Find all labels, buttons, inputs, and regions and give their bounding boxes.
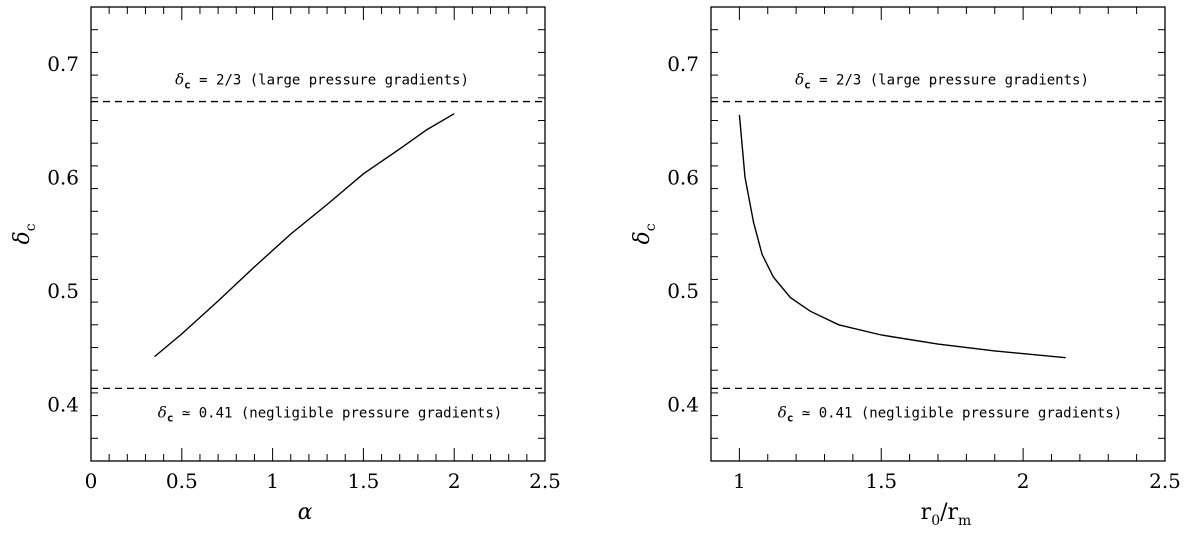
y-tick-label: 0.6: [667, 165, 699, 189]
x-axis-label: α: [298, 500, 313, 525]
x-tick-label: 1.5: [347, 469, 379, 493]
y-tick-label: 0.4: [667, 392, 699, 416]
chart-panel-radius: 1 1.5 2 2.5 0.4 0.5 0.6 0.7 δc = 2/3 (large pres…: [620, 0, 1191, 534]
x-tick-label: 2.5: [1149, 469, 1181, 493]
x-tick-label: 1: [266, 469, 279, 493]
lower-annotation: δc ≃ 0.41 (negligible pressure gradients…: [778, 403, 1122, 424]
x-tick-label: 1: [733, 469, 746, 493]
y-axis-label: δc: [630, 223, 659, 244]
y-axis-label: δc: [10, 223, 39, 244]
x-tick-label: 2: [448, 469, 461, 493]
chart-radius-svg: 1 1.5 2 2.5 0.4 0.5 0.6 0.7 δc = 2/3 (large pres…: [630, 6, 1181, 529]
x-tick-label: 2: [1017, 469, 1030, 493]
x-tick-label: 0.5: [166, 469, 198, 493]
x-axis-label: r0/rm: [921, 500, 972, 529]
delta-c-curve: [154, 113, 455, 358]
x-tick-label: 2.5: [529, 469, 561, 493]
y-tick-label: 0.7: [47, 52, 79, 76]
y-tick-label: 0.4: [47, 392, 79, 416]
chart-alpha-svg: 0 0.5 1 1.5 2 2.5 0.4 0.5 0.6 0.7 δc = 2/3 (large …: [10, 6, 561, 525]
chart-panel-alpha: 0 0.5 1 1.5 2 2.5 0.4 0.5 0.6 0.7 δc = 2/3 (large …: [0, 0, 571, 534]
y-tick-label: 0.5: [667, 279, 699, 303]
x-tick-label: 0: [85, 469, 98, 493]
y-tick-label: 0.5: [47, 279, 79, 303]
lower-annotation: δc ≃ 0.41 (negligible pressure gradients…: [158, 403, 502, 424]
upper-annotation: δc = 2/3 (large pressure gradients): [795, 71, 1089, 92]
y-tick-label: 0.7: [667, 52, 699, 76]
upper-annotation: δc = 2/3 (large pressure gradients): [175, 71, 469, 92]
y-tick-label: 0.6: [47, 165, 79, 189]
delta-c-curve: [738, 114, 1066, 359]
x-tick-label: 1.5: [865, 469, 897, 493]
